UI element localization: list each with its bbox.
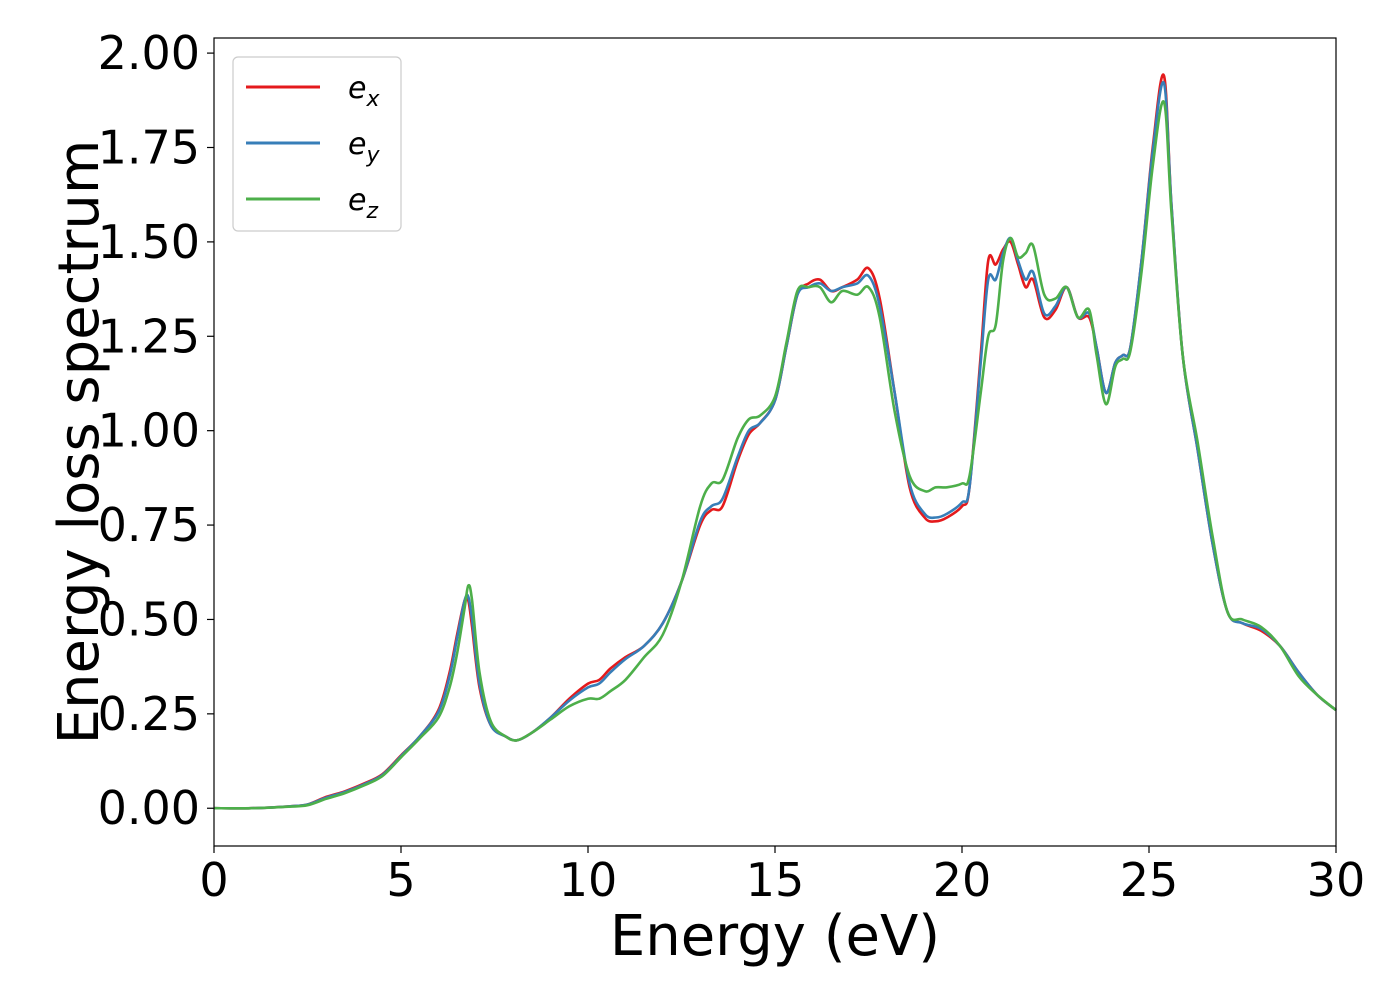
series-line-e-z	[213, 100, 1337, 810]
x-tick-label: 0	[199, 853, 228, 907]
y-tick-label: 0.25	[98, 687, 200, 741]
x-axis-label: Energy (eV)	[610, 904, 940, 969]
y-tick-label: 2.00	[98, 26, 200, 80]
x-tick-label: 25	[1120, 853, 1179, 907]
x-tick-label: 5	[386, 853, 415, 907]
legend-label: ex	[348, 71, 380, 112]
y-tick-label: 1.25	[98, 309, 200, 363]
x-tick-label: 30	[1307, 853, 1366, 907]
y-tick-label: 0.50	[98, 592, 200, 646]
y-tick-label: 1.00	[98, 404, 200, 458]
legend: ex ey ez	[232, 56, 402, 232]
x-tick-label: 15	[746, 853, 805, 907]
series-layer	[213, 73, 1337, 810]
x-tick-label: 10	[559, 853, 618, 907]
y-tick-label: 1.75	[98, 120, 200, 174]
y-tick-label: 1.50	[98, 215, 200, 269]
y-tick-label: 0.75	[98, 498, 200, 552]
x-tick-label: 20	[933, 853, 992, 907]
y-tick-label: 0.00	[98, 781, 200, 835]
legend-label: ez	[348, 183, 378, 224]
legend-label: ey	[348, 127, 380, 168]
plot-frame	[213, 37, 1337, 847]
y-axis-label: Energy loss spectrum	[47, 140, 112, 745]
tick-layer: 0 5 10 15 20 25 30 0.00 0.25 0.50 0.75 1.00 1.25 1.50…	[98, 26, 1366, 907]
